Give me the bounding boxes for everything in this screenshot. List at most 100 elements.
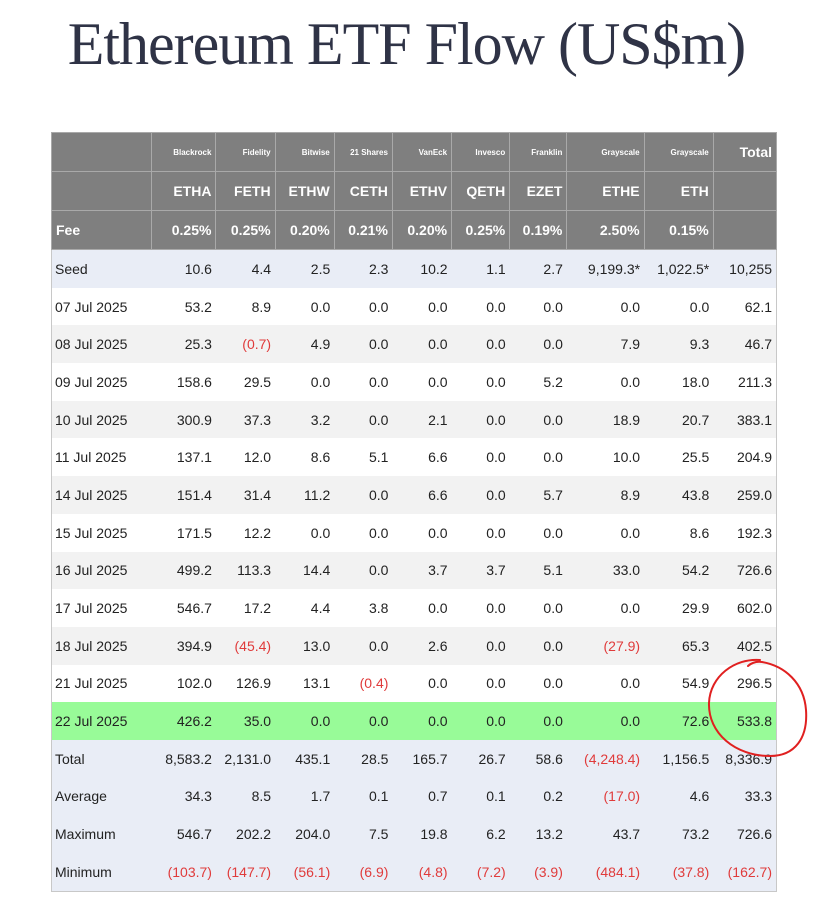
flow-cell: 3.8 (334, 589, 393, 627)
flow-cell: 0.0 (451, 438, 510, 477)
table-row: 11 Jul 2025 137.1 12.0 8.6 5.1 6.6 0.0 0.0 10.0 2… (51, 438, 777, 477)
flow-cell: 0.0 (566, 664, 645, 703)
table-row: Seed 10.6 4.4 2.5 2.3 10.2 1.1 2.7 9,199.3* 1,022… (51, 249, 777, 288)
fee-header-row: Fee 0.25% 0.25% 0.20% 0.21% 0.20% 0.25% … (50, 210, 778, 250)
flow-cell: 37.3 (215, 400, 276, 439)
row-label: 15 Jul 2025 (51, 513, 152, 552)
issuer-header-row: Blackrock Fidelity Bitwise 21 Shares Van… (50, 132, 778, 172)
row-label: Average (51, 777, 152, 816)
flow-cell: 8.9 (215, 287, 276, 326)
total-cell: 10,255 (713, 249, 777, 288)
flow-cell: (37.8) (644, 853, 714, 892)
table-row: 18 Jul 2025 394.9 (45.4) 13.0 0.0 2.6 0.0 0.0 (2… (51, 626, 777, 665)
issuer-header: Grayscale (566, 132, 645, 172)
flow-cell: 73.2 (644, 815, 714, 853)
flow-cell: 6.2 (451, 815, 510, 853)
row-label: Minimum (51, 853, 152, 892)
fee-value: 0.20% (391, 210, 453, 250)
flow-cell: 0.0 (334, 476, 393, 514)
flow-cell: 7.9 (566, 325, 645, 364)
flow-cell: 0.0 (509, 513, 567, 552)
table-row: 22 Jul 2025 426.2 35.0 0.0 0.0 0.0 0.0 0.0 0.0 72… (51, 702, 777, 740)
flow-cell: 158.6 (151, 363, 216, 401)
ticker-header: FETH (215, 171, 276, 211)
flow-cell: 29.9 (644, 589, 714, 627)
table-row: Minimum (103.7) (147.7) (56.1) (6.9) (4.8) (7.… (51, 853, 777, 892)
flow-cell: (103.7) (151, 853, 216, 892)
total-cell: 192.3 (713, 513, 777, 552)
flow-cell: 0.1 (451, 777, 510, 816)
fee-value: 0.15% (643, 210, 714, 250)
row-label: 21 Jul 2025 (51, 664, 152, 703)
fee-value: 0.21% (333, 210, 393, 250)
flow-cell: 202.2 (215, 815, 276, 853)
flow-cell: 8,583.2 (151, 739, 216, 778)
flow-cell: 4.9 (275, 325, 335, 364)
flow-cell: (27.9) (566, 626, 645, 665)
ticker-header: ETHW (274, 171, 335, 211)
flow-cell: 43.7 (566, 815, 645, 853)
flow-cell: 300.9 (151, 400, 216, 439)
ticker-header: ETHV (391, 171, 453, 211)
flow-cell: 1.7 (275, 777, 335, 816)
flow-cell: (7.2) (451, 853, 510, 892)
flow-cell: (6.9) (334, 853, 393, 892)
flow-cell: 0.7 (392, 777, 452, 816)
flow-cell: 0.0 (509, 325, 567, 364)
flow-cell: 29.5 (215, 363, 276, 401)
flow-cell: 2.3 (334, 249, 393, 288)
flow-cell: 0.0 (392, 664, 452, 703)
flow-cell: 54.2 (644, 551, 714, 590)
flow-cell: 2,131.0 (215, 739, 276, 778)
total-cell: 259.0 (713, 476, 777, 514)
ticker-header: ETHA (151, 171, 217, 211)
total-cell: 296.5 (713, 664, 777, 703)
fee-value: 2.50% (566, 210, 645, 250)
flow-cell: 0.0 (509, 626, 567, 665)
flow-cell: 0.0 (392, 287, 452, 326)
flow-cell: 0.0 (334, 400, 393, 439)
flow-cell: 0.0 (566, 513, 645, 552)
flow-cell: 0.0 (509, 664, 567, 703)
ticker-header: ETH (643, 171, 714, 211)
flow-cell: 171.5 (151, 513, 216, 552)
row-label: Total (51, 739, 152, 778)
flow-cell: 0.0 (275, 702, 335, 740)
total-cell: 33.3 (713, 777, 777, 816)
flow-cell: 12.0 (215, 438, 276, 477)
row-label: 16 Jul 2025 (51, 551, 152, 590)
flow-cell: 0.0 (392, 513, 452, 552)
ticker-header: ETHE (566, 171, 645, 211)
flow-cell: (56.1) (275, 853, 335, 892)
flow-cell: 25.5 (644, 438, 714, 477)
flow-cell: 5.7 (509, 476, 567, 514)
total-cell: (162.7) (713, 853, 777, 892)
issuer-header: Invesco (451, 132, 511, 172)
fee-label: Fee (50, 210, 153, 250)
flow-cell: 0.0 (451, 363, 510, 401)
flow-cell: 137.1 (151, 438, 216, 477)
flow-cell: 435.1 (275, 739, 335, 778)
row-label: Seed (51, 249, 152, 288)
flow-cell: 0.0 (451, 325, 510, 364)
total-cell: 383.1 (713, 400, 777, 439)
flow-cell: 19.8 (392, 815, 452, 853)
flow-cell: 0.0 (275, 513, 335, 552)
flow-cell: 34.3 (151, 777, 216, 816)
flow-cell: 1,022.5* (644, 249, 714, 288)
row-label: 10 Jul 2025 (51, 400, 152, 439)
flow-cell: 8.6 (275, 438, 335, 477)
flow-cell: 102.0 (151, 664, 216, 703)
flow-cell: 7.5 (334, 815, 393, 853)
flow-cell: (0.7) (215, 325, 276, 364)
flow-cell: (17.0) (566, 777, 645, 816)
issuer-header: Grayscale (643, 132, 714, 172)
fee-value: 0.20% (274, 210, 335, 250)
flow-cell: (45.4) (215, 626, 276, 665)
total-cell: 211.3 (713, 363, 777, 401)
flow-cell: 0.0 (275, 287, 335, 326)
total-header: Total (712, 132, 778, 172)
flow-cell: 1,156.5 (644, 739, 714, 778)
flow-cell: 0.0 (509, 702, 567, 740)
flow-cell: 113.3 (215, 551, 276, 590)
